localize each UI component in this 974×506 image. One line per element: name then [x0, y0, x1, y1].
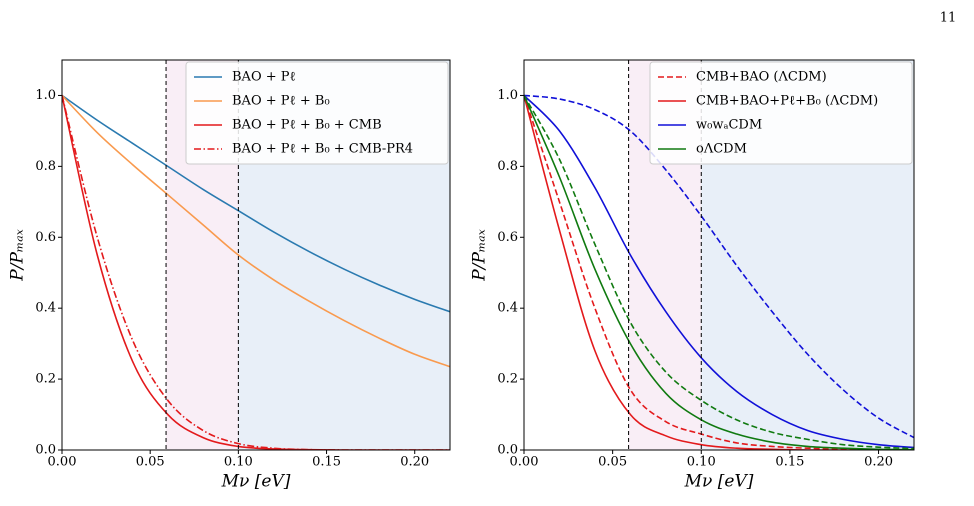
curve — [62, 94, 450, 368]
legend-label: w₀wₐCDM — [696, 118, 762, 133]
y-tick-label: 0.2 — [497, 372, 518, 387]
x-tick-label: 0.05 — [598, 455, 627, 470]
y-tick-label: 1.0 — [35, 88, 56, 103]
legend-label: BAO + Pℓ — [232, 70, 296, 85]
y-tick-label: 0.2 — [35, 372, 56, 387]
x-axis-label: Mν [eV] — [684, 472, 754, 492]
y-tick-label: 0.0 — [35, 443, 56, 458]
y-tick-label: 0.8 — [35, 159, 56, 174]
x-tick-label: 0.10 — [224, 455, 253, 470]
curve — [62, 94, 450, 313]
y-tick-label: 0.4 — [35, 301, 56, 316]
y-tick-label: 0.6 — [35, 230, 56, 245]
x-tick-label: 0.15 — [312, 455, 341, 470]
x-tick-label: 0.00 — [48, 455, 77, 470]
page-number: 11 — [940, 11, 957, 26]
y-axis-label: P/Pₘₐₓ — [470, 229, 490, 281]
legend-box — [649, 61, 913, 165]
y-tick-label: 0.4 — [497, 301, 518, 316]
curve — [62, 95, 450, 450]
legend-label: CMB+BAO (ΛCDM) — [696, 70, 827, 85]
x-tick-label: 0.15 — [775, 455, 804, 470]
x-tick-label: 0.10 — [687, 455, 716, 470]
legend-box — [185, 61, 449, 165]
curve — [524, 94, 914, 439]
y-axis-label: P/Pₘₐₓ — [8, 229, 28, 281]
legend-label: BAO + Pℓ + B₀ + CMB — [232, 118, 382, 133]
legend-label: BAO + Pℓ + B₀ + CMB-PR4 — [232, 142, 413, 157]
x-axis-label: Mν [eV] — [221, 472, 291, 492]
y-tick-label: 0.6 — [497, 230, 518, 245]
legend-label: CMB+BAO+Pℓ+B₀ (ΛCDM) — [696, 94, 878, 109]
x-tick-label: 0.20 — [864, 455, 893, 470]
x-tick-label: 0.00 — [510, 455, 539, 470]
legend-label: oΛCDM — [696, 142, 747, 157]
curve — [524, 95, 914, 450]
axes-frame — [523, 59, 915, 451]
x-tick-label: 0.20 — [400, 455, 429, 470]
curve — [524, 95, 914, 450]
y-tick-label: 0.0 — [497, 443, 518, 458]
curve — [524, 95, 914, 450]
x-tick-label: 0.05 — [136, 455, 165, 470]
y-tick-label: 1.0 — [497, 88, 518, 103]
y-tick-label: 0.8 — [497, 159, 518, 174]
curve — [524, 94, 914, 449]
legend-label: BAO + Pℓ + B₀ — [232, 94, 330, 109]
axes-frame — [61, 59, 451, 451]
